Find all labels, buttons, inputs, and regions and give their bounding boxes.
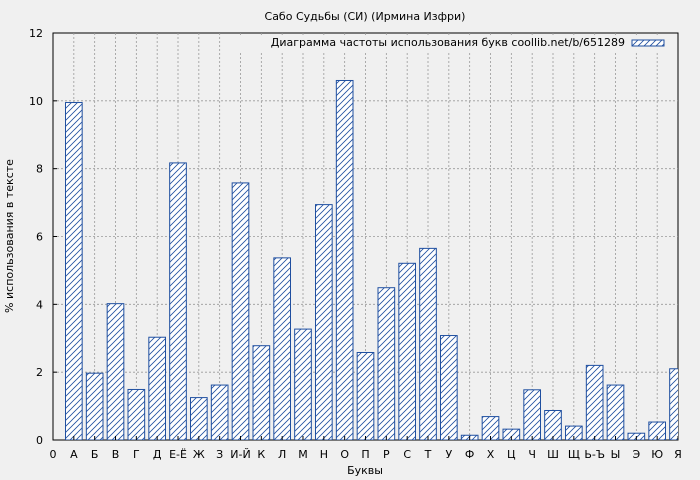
y-tick-label: 0 xyxy=(36,434,43,447)
bar-Х xyxy=(481,416,500,440)
x-tick-label: Я xyxy=(674,448,682,461)
x-tick-label: Д xyxy=(153,448,162,461)
bar-О xyxy=(335,79,354,440)
bar-Б xyxy=(85,372,104,440)
x-tick-label: Е-Ё xyxy=(169,448,187,461)
x-tick-label: З xyxy=(216,448,223,461)
bar-Д xyxy=(148,336,166,440)
x-tick-label: О xyxy=(340,448,349,461)
bar-Ь-Ъ xyxy=(585,364,604,440)
bar-К xyxy=(252,345,271,440)
y-tick-label: 10 xyxy=(29,95,43,108)
bar-С xyxy=(398,262,417,440)
x-tick-label: Х xyxy=(487,448,495,461)
bar-У xyxy=(440,335,458,440)
x-tick-label: Ж xyxy=(193,448,205,461)
bar-Л xyxy=(273,257,292,440)
y-axis-label: % использования в тексте xyxy=(3,159,16,313)
x-tick-label: Б xyxy=(91,448,99,461)
x-tick-label: Г xyxy=(133,448,140,461)
bar-Ц xyxy=(502,428,521,440)
x-tick-label: М xyxy=(298,448,308,461)
bar-Я xyxy=(669,368,678,440)
legend-swatch xyxy=(631,39,665,47)
x-tick-label: Ц xyxy=(507,448,516,461)
bar-Ю xyxy=(648,421,666,440)
bar-З xyxy=(210,384,229,440)
x-tick-label: Ч xyxy=(528,448,536,461)
bar-И-Й xyxy=(231,182,250,440)
x-tick-label: П xyxy=(361,448,369,461)
x-tick-label: Л xyxy=(278,448,286,461)
x-tick-label: Ш xyxy=(547,448,559,461)
x-tick-label: К xyxy=(257,448,265,461)
x-tick-label: Щ xyxy=(568,448,580,461)
bar-М xyxy=(294,328,312,440)
bar-Ж xyxy=(190,397,208,440)
legend-label: Диаграмма частоты использования букв coo… xyxy=(271,36,625,49)
bar-Н xyxy=(315,204,333,440)
x-tick-label: 0 xyxy=(50,448,57,461)
x-tick-label: В xyxy=(112,448,120,461)
legend-box xyxy=(240,35,670,51)
x-tick-label: Ь-Ъ xyxy=(584,448,605,461)
x-axis: 0 А Б В Г Д Е-Ё Ж З И-Й К Л М Н О П Р С Т У Ф Х Ц Ч Ш Щ Ь-Ъ Ы Э Ю Я xyxy=(50,436,682,461)
y-tick-label: 6 xyxy=(36,231,43,244)
bar-Ш xyxy=(544,409,562,440)
x-tick-label: У xyxy=(445,448,452,461)
y-tick-label: 2 xyxy=(36,366,43,379)
bar-А xyxy=(65,102,83,440)
x-tick-label: Т xyxy=(424,448,432,461)
y-tick-label: 4 xyxy=(36,298,43,311)
y-axis: 0 2 4 6 8 10 12 xyxy=(29,27,57,447)
bar-Т xyxy=(419,247,437,440)
legend: Диаграмма частоты использования букв coo… xyxy=(240,35,670,51)
bars xyxy=(65,79,678,440)
bar-Ч xyxy=(523,389,541,440)
y-tick-label: 12 xyxy=(29,27,43,40)
y-tick-label: 8 xyxy=(36,163,43,176)
bar-Ы xyxy=(606,384,625,440)
x-tick-label: С xyxy=(403,448,411,461)
x-tick-label: Ы xyxy=(611,448,621,461)
x-tick-label: А xyxy=(70,448,78,461)
bar-Е-Ё xyxy=(169,162,187,440)
bar-П xyxy=(356,351,375,440)
x-tick-label: И-Й xyxy=(230,448,250,461)
bar-Г xyxy=(127,388,146,440)
x-tick-label: Ф xyxy=(465,448,474,461)
bar-Р xyxy=(377,287,396,440)
x-tick-label: Ю xyxy=(651,448,663,461)
bar-Щ xyxy=(565,425,583,440)
chart-title: Сабо Судьбы (СИ) (Ирмина Изфри) xyxy=(265,10,466,23)
bar-В xyxy=(106,303,125,440)
x-axis-label: Буквы xyxy=(347,464,383,477)
x-tick-label: Э xyxy=(632,448,640,461)
x-tick-label: Р xyxy=(383,448,390,461)
x-tick-label: Н xyxy=(320,448,328,461)
